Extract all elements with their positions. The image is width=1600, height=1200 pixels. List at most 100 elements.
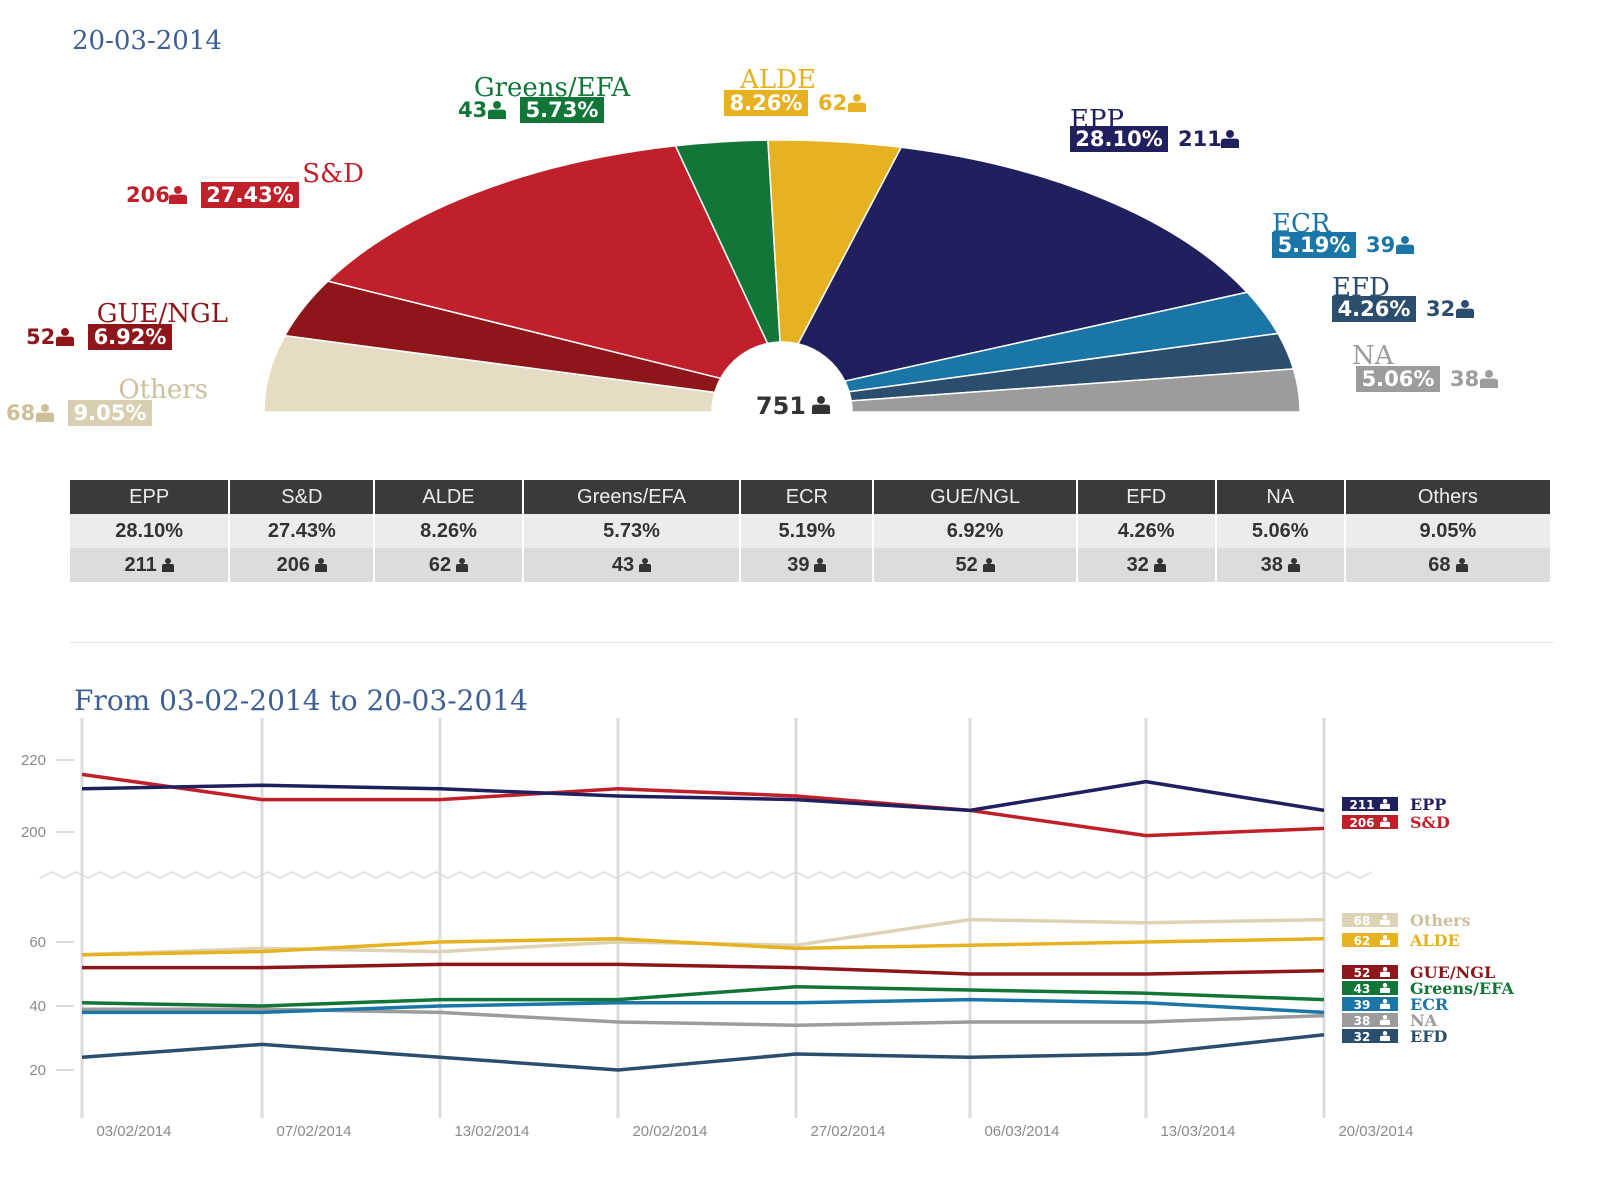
pie-label-seats-efd: 32 xyxy=(1426,297,1455,321)
table-pct-greens-efa: 5.73% xyxy=(522,514,742,548)
table-person-icon-gue-ngl xyxy=(982,555,995,572)
x-tick-label: 07/02/2014 xyxy=(276,1123,351,1140)
table-person-icon-others xyxy=(1455,555,1468,572)
series-line-alde xyxy=(81,937,1325,957)
pie-label-pct-epp: 28.10% xyxy=(1075,127,1162,151)
y-tick-label: 60 xyxy=(29,934,46,951)
legend-seats-alde: 62 xyxy=(1354,934,1371,948)
x-tick-label: 27/02/2014 xyxy=(810,1123,885,1140)
table-header-na: NA xyxy=(1215,480,1346,514)
legend-seats-na: 38 xyxy=(1354,1014,1371,1028)
pie-label-pct-greens-efa: 5.73% xyxy=(526,98,599,122)
table-person-icon-alde xyxy=(456,555,469,572)
legend-name-na: NA xyxy=(1410,1011,1438,1030)
table-person-icon-na xyxy=(1287,555,1300,572)
pie-label-pct-box-ecr xyxy=(1272,232,1356,258)
legend-person-icon-alde xyxy=(1380,935,1390,945)
legend-seats-efd: 32 xyxy=(1354,1030,1371,1044)
pie-label-seats-sandd: 206 xyxy=(126,183,170,207)
legend-name-epp: EPP xyxy=(1410,795,1446,814)
table-seats-value-sandd: 206 xyxy=(276,553,311,576)
pie-label-pct-sandd: 27.43% xyxy=(206,183,293,207)
series-line-epp xyxy=(81,779,1325,813)
results-seats-row: 211 206 62 43 39 52 32 38 68 xyxy=(70,548,1550,582)
legend-person-icon-ecr xyxy=(1380,999,1390,1009)
pie-label-pct-box-greens-efa xyxy=(520,97,604,123)
table-seats-others: 68 xyxy=(1344,548,1550,582)
table-pct-sandd: 27.43% xyxy=(229,514,376,548)
legend-person-icon-greens-efa xyxy=(1380,983,1390,993)
legend-person-icon-efd xyxy=(1380,1031,1390,1041)
pie-label-person-icon-efd xyxy=(1456,300,1474,318)
table-seats-na: 38 xyxy=(1215,548,1346,582)
table-person-icon-epp xyxy=(161,555,174,572)
pie-label-pct-na: 5.06% xyxy=(1362,367,1435,391)
pie-label-seats-others: 68 xyxy=(6,401,35,425)
legend-seats-epp: 211 xyxy=(1349,798,1374,812)
snapshot-date-title: 20-03-2014 xyxy=(72,26,222,56)
legend-name-greens-efa: Greens/EFA xyxy=(1410,979,1515,998)
pie-slice-epp xyxy=(796,146,1249,383)
table-pct-na: 5.06% xyxy=(1215,514,1346,548)
pie-label-person-icon-gue-ngl xyxy=(56,328,74,346)
axis-break-zigzag xyxy=(39,871,1373,879)
pie-label-person-icon-epp xyxy=(1221,130,1239,148)
table-pct-others: 9.05% xyxy=(1344,514,1550,548)
pie-label-pct-box-efd xyxy=(1332,296,1416,322)
legend-person-icon-gue-ngl xyxy=(1380,967,1390,977)
pie-label-seats-alde: 62 xyxy=(818,91,847,115)
pie-slice-na xyxy=(850,368,1301,413)
table-seats-epp: 211 xyxy=(70,548,231,582)
table-seats-value-na: 38 xyxy=(1260,553,1283,576)
period-title: From 03-02-2014 to 20-03-2014 xyxy=(74,684,528,717)
pie-label-seats-na: 38 xyxy=(1450,367,1479,391)
table-seats-ecr: 39 xyxy=(740,548,875,582)
pie-label-pct-efd: 4.26% xyxy=(1338,297,1411,321)
table-header-efd: EFD xyxy=(1076,480,1217,514)
legend-seats-ecr: 39 xyxy=(1354,998,1371,1012)
legend-person-icon-epp xyxy=(1380,799,1390,809)
results-table: EPP S&D ALDE Greens/EFA ECR GUE/NGL EFD NA Other… xyxy=(70,480,1550,582)
total-seats-label: 751 xyxy=(756,392,806,420)
pie-label-seats-epp: 211 xyxy=(1178,127,1222,151)
table-seats-value-greens-efa: 43 xyxy=(611,553,635,576)
table-pct-gue-ngl: 6.92% xyxy=(873,514,1078,548)
y-tick-label: 20 xyxy=(29,1062,46,1079)
pie-label-pct-box-others xyxy=(68,400,152,426)
table-header-greens-efa: Greens/EFA xyxy=(522,480,742,514)
pie-label-person-icon-others xyxy=(36,404,54,422)
table-seats-value-others: 68 xyxy=(1428,553,1451,576)
table-pct-ecr: 5.19% xyxy=(740,514,875,548)
series-line-sandd xyxy=(81,772,1325,838)
pie-label-person-icon-alde xyxy=(848,94,866,112)
table-pct-epp: 28.10% xyxy=(70,514,231,548)
table-seats-alde: 62 xyxy=(374,548,524,582)
x-tick-label: 20/03/2014 xyxy=(1338,1123,1413,1140)
y-tick-label: 220 xyxy=(21,752,46,769)
table-seats-value-efd: 32 xyxy=(1126,553,1149,576)
legend-name-ecr: ECR xyxy=(1410,995,1449,1014)
table-header-gue-ngl: GUE/NGL xyxy=(873,480,1078,514)
table-seats-value-epp: 211 xyxy=(124,553,157,576)
y-tick-label: 40 xyxy=(29,998,46,1015)
pie-label-pct-box-epp xyxy=(1070,126,1168,152)
table-seats-value-alde: 62 xyxy=(428,553,452,576)
pie-label-name-sandd: S&D xyxy=(302,159,364,189)
legend-seats-sandd: 206 xyxy=(1349,816,1374,830)
table-seats-gue-ngl: 52 xyxy=(873,548,1078,582)
table-pct-alde: 8.26% xyxy=(374,514,524,548)
legend-name-alde: ALDE xyxy=(1409,931,1460,950)
total-seats-person-icon xyxy=(812,396,830,414)
table-person-icon-greens-efa xyxy=(639,555,652,572)
pie-center-hole xyxy=(714,344,850,470)
table-seats-efd: 32 xyxy=(1076,548,1217,582)
pie-label-person-icon-sandd xyxy=(169,186,187,204)
pie-label-pct-gue-ngl: 6.92% xyxy=(94,325,167,349)
table-seats-value-gue-ngl: 52 xyxy=(955,553,978,576)
legend-name-others: Others xyxy=(1410,911,1471,930)
pie-label-pct-box-na xyxy=(1356,366,1440,392)
pie-label-person-icon-ecr xyxy=(1396,236,1414,254)
table-seats-sandd: 206 xyxy=(229,548,376,582)
legend-name-sandd: S&D xyxy=(1410,813,1450,832)
